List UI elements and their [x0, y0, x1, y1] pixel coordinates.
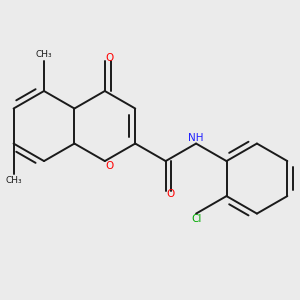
- Text: CH₃: CH₃: [5, 176, 22, 185]
- Text: O: O: [106, 161, 114, 171]
- Text: O: O: [167, 189, 175, 199]
- Text: CH₃: CH₃: [36, 50, 52, 59]
- Text: O: O: [106, 53, 114, 63]
- Text: Cl: Cl: [191, 214, 201, 224]
- Text: NH: NH: [188, 134, 204, 143]
